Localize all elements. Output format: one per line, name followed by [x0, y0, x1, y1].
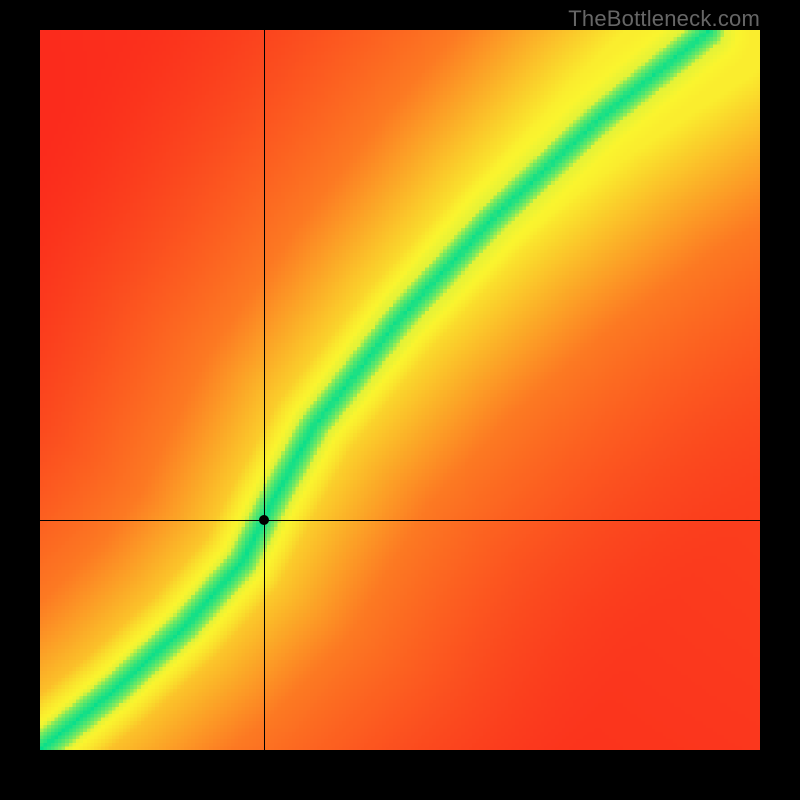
watermark-text: TheBottleneck.com: [568, 6, 760, 32]
plot-area: [40, 30, 760, 750]
crosshair-vertical: [264, 30, 265, 750]
crosshair-horizontal: [40, 520, 760, 521]
heatmap-canvas: [40, 30, 760, 750]
crosshair-point: [259, 515, 269, 525]
